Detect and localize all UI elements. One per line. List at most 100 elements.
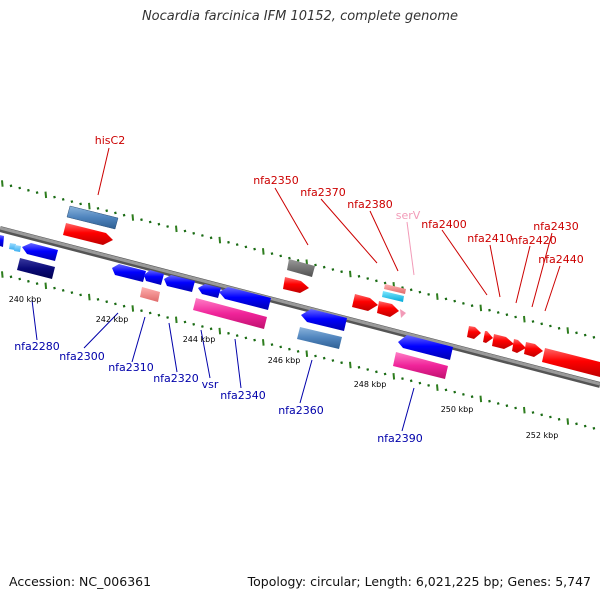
lower-tick xyxy=(262,339,265,346)
upper-tick xyxy=(157,222,161,226)
upper-tick xyxy=(148,220,152,224)
label-nfa2310[interactable]: nfa2310 xyxy=(108,361,154,374)
gene-nfa2280[interactable] xyxy=(17,243,58,279)
upper-tick xyxy=(462,302,465,305)
upper-tick xyxy=(470,304,474,308)
gene-hisC2[interactable] xyxy=(63,205,119,245)
map-title: Nocardia farcinica IFM 10152, complete g… xyxy=(141,9,459,24)
upper-tick xyxy=(201,234,204,237)
upper-tick xyxy=(531,320,535,323)
upper-tick xyxy=(566,327,570,334)
upper-tick xyxy=(61,198,65,201)
gene-vsr[interactable] xyxy=(198,284,221,298)
label-nfa2340[interactable]: nfa2340 xyxy=(220,389,266,402)
genome-backbone xyxy=(0,226,600,388)
lower-tick xyxy=(531,411,535,414)
scale-label-246: 246 kbp xyxy=(268,356,301,365)
upper-tick xyxy=(540,322,544,326)
lower-tick xyxy=(340,361,343,365)
lower-tick xyxy=(88,293,91,301)
lower-tick xyxy=(183,320,187,324)
lower-tick xyxy=(70,291,74,294)
gene-nfa2310[interactable] xyxy=(140,287,160,302)
lower-tick xyxy=(157,313,161,317)
lower-tick xyxy=(27,279,30,283)
upper-tick xyxy=(418,290,422,294)
upper-tick xyxy=(18,186,22,190)
lower-tick xyxy=(322,356,326,360)
lower-tick xyxy=(427,384,430,387)
lower-tick xyxy=(540,413,544,417)
lower-tick xyxy=(549,415,552,419)
label-nfa2440[interactable]: nfa2440 xyxy=(538,253,584,266)
lower-tick xyxy=(401,377,404,380)
label-vsr[interactable]: vsr xyxy=(202,378,219,391)
gene-nfa2300[interactable] xyxy=(112,264,164,285)
label-nfa2320[interactable]: nfa2320 xyxy=(153,372,199,385)
upper-tick xyxy=(53,195,56,199)
upper-tick xyxy=(453,299,457,303)
lower-tick xyxy=(357,365,361,369)
gene-nfa2320[interactable] xyxy=(164,275,195,292)
lower-tick xyxy=(209,327,213,331)
lower-tick xyxy=(61,289,65,292)
upper-tick xyxy=(349,270,352,278)
lower-tick xyxy=(592,426,596,430)
upper-tick xyxy=(35,191,39,194)
label-nfa2390[interactable]: nfa2390 xyxy=(377,432,423,445)
lower-tick xyxy=(523,406,526,414)
gene-nfa2420[interactable] xyxy=(492,334,514,349)
gene-nfa2380[interactable] xyxy=(377,301,399,317)
label-nfa2280[interactable]: nfa2280 xyxy=(14,340,60,353)
scale-label-242: 242 kbp xyxy=(96,315,129,324)
upper-tick xyxy=(131,214,135,221)
gene-nfa2400[interactable] xyxy=(467,326,481,339)
lower-tick xyxy=(140,309,143,313)
gene-nfa2390[interactable] xyxy=(393,335,453,379)
lower-tick xyxy=(270,343,274,346)
upper-tick xyxy=(227,240,230,244)
upper-tick xyxy=(488,308,491,312)
lower-tick xyxy=(488,399,491,403)
label-hisC2[interactable]: hisC2 xyxy=(95,134,125,147)
upper-tick xyxy=(557,326,561,330)
upper-tick xyxy=(218,236,222,244)
label-nfa2350[interactable]: nfa2350 xyxy=(253,174,299,187)
upper-tick xyxy=(331,268,335,271)
lower-tick xyxy=(244,336,248,340)
upper-tick xyxy=(244,245,248,249)
upper-tick xyxy=(262,248,265,255)
gene-nfa2370[interactable] xyxy=(352,294,378,311)
label-nfa2420[interactable]: nfa2420 xyxy=(511,234,557,247)
lower-tick xyxy=(375,370,378,374)
lower-tick xyxy=(418,381,422,385)
rna-serV[interactable] xyxy=(382,284,406,318)
lower-tick xyxy=(279,345,283,349)
gene-nfa2410[interactable] xyxy=(483,331,493,343)
upper-tick xyxy=(340,270,343,274)
lower-tick xyxy=(96,298,100,301)
label-nfa2360[interactable]: nfa2360 xyxy=(278,404,324,417)
label-nfa2380[interactable]: nfa2380 xyxy=(347,198,393,211)
label-nfa2370[interactable]: nfa2370 xyxy=(300,186,346,199)
gene-nfa2350[interactable] xyxy=(283,259,315,293)
lower-tick xyxy=(392,373,396,380)
gene-nfa2440[interactable] xyxy=(524,342,600,377)
upper-tick xyxy=(183,229,187,233)
upper-tick xyxy=(166,225,169,228)
gene-nfa2360[interactable] xyxy=(297,309,347,349)
lower-tick xyxy=(366,368,370,371)
label-nfa2410[interactable]: nfa2410 xyxy=(467,232,513,245)
gene-nfa2340[interactable] xyxy=(193,287,271,329)
upper-tick xyxy=(375,279,378,283)
upper-tick xyxy=(575,331,578,335)
label-serV[interactable]: serV xyxy=(396,209,421,222)
gene-left-partial[interactable] xyxy=(0,235,21,252)
label-nfa2400[interactable]: nfa2400 xyxy=(421,218,467,231)
gene-nfa2430[interactable] xyxy=(512,339,526,353)
label-nfa2430[interactable]: nfa2430 xyxy=(533,220,579,233)
upper-tick xyxy=(88,202,91,210)
lower-tick xyxy=(131,305,135,312)
label-nfa2300[interactable]: nfa2300 xyxy=(59,350,105,363)
